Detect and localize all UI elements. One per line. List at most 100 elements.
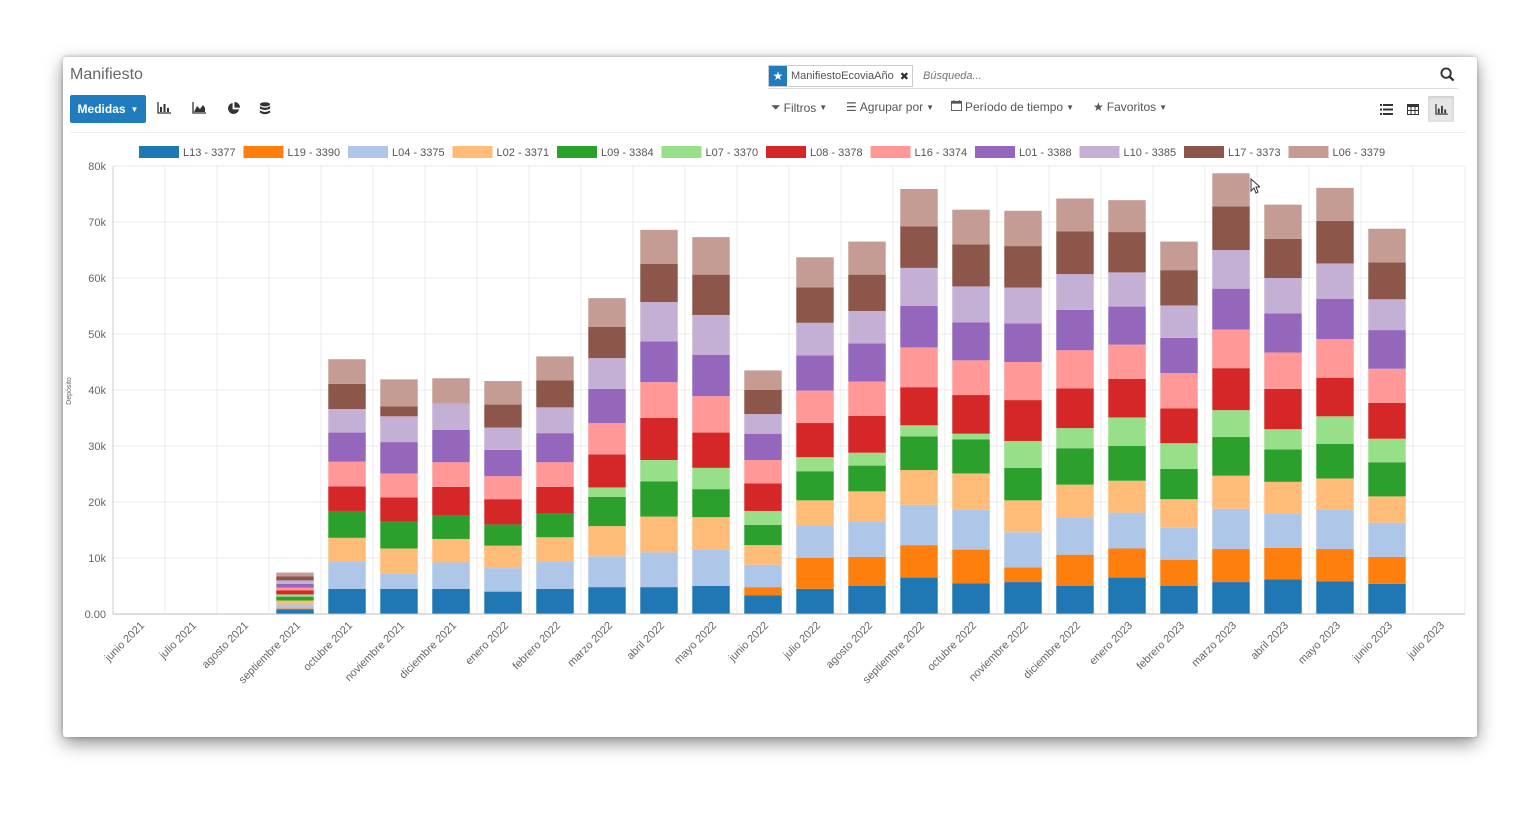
bar-segment[interactable] [1160, 499, 1198, 528]
bar-segment[interactable] [1264, 278, 1302, 314]
bar-segment[interactable] [640, 460, 678, 482]
search-icon[interactable] [1440, 67, 1455, 85]
remove-facet-icon[interactable]: ✖ [899, 70, 909, 83]
bar-segment[interactable] [276, 608, 314, 610]
bar-segment[interactable] [1108, 306, 1146, 345]
bar-segment[interactable] [1368, 228, 1406, 263]
legend-label[interactable]: L08 - 3378 [810, 147, 863, 159]
bar-segment[interactable] [536, 537, 574, 562]
bar-segment[interactable] [952, 583, 990, 614]
bar-segment[interactable] [1264, 449, 1302, 482]
bar-segment[interactable] [1004, 246, 1042, 288]
bar-segment[interactable] [952, 322, 990, 361]
bar-segment[interactable] [692, 354, 730, 397]
bar-segment[interactable] [692, 237, 730, 275]
bar-segment[interactable] [744, 524, 782, 546]
bar-segment[interactable] [1160, 527, 1198, 560]
bar-segment[interactable] [900, 267, 938, 306]
bar-segment[interactable] [484, 476, 522, 500]
bar-segment[interactable] [1368, 368, 1406, 403]
bar-segment[interactable] [640, 418, 678, 460]
bar-segment[interactable] [484, 449, 522, 477]
bar-segment[interactable] [1316, 220, 1354, 264]
bar-segment[interactable] [692, 314, 730, 355]
bar-segment[interactable] [1108, 378, 1146, 418]
bar-segment[interactable] [432, 538, 470, 563]
bar-segment[interactable] [1212, 206, 1250, 250]
bar-segment[interactable] [276, 594, 314, 597]
legend-swatch[interactable] [661, 146, 702, 158]
bar-segment[interactable] [1316, 509, 1354, 550]
bar-segment[interactable] [276, 590, 314, 595]
bar-segment[interactable] [484, 591, 522, 614]
bar-segment[interactable] [1108, 232, 1146, 273]
bar-segment[interactable] [1004, 532, 1042, 568]
graph-view-icon[interactable] [1428, 96, 1454, 122]
bar-segment[interactable] [1004, 287, 1042, 324]
bar-segment[interactable] [692, 467, 730, 490]
bar-segment[interactable] [432, 562, 470, 589]
bar-segment[interactable] [744, 433, 782, 460]
bar-segment[interactable] [796, 558, 834, 589]
bar-segment[interactable] [744, 510, 782, 525]
bar-segment[interactable] [536, 356, 574, 381]
bar-segment[interactable] [484, 404, 522, 428]
bar-segment[interactable] [1316, 377, 1354, 417]
bar-segment[interactable] [900, 504, 938, 546]
bar-segment[interactable] [588, 388, 626, 424]
bar-segment[interactable] [796, 390, 834, 424]
bar-segment[interactable] [952, 433, 990, 440]
legend-swatch[interactable] [870, 146, 911, 158]
favorites-dropdown[interactable]: ★ Favoritos ▼ [1093, 100, 1167, 114]
bar-segment[interactable] [380, 497, 418, 522]
bar-segment[interactable] [1108, 344, 1146, 379]
bar-segment[interactable] [276, 583, 314, 588]
bar-segment[interactable] [1004, 400, 1042, 441]
bar-segment[interactable] [1316, 581, 1354, 614]
bar-segment[interactable] [1160, 408, 1198, 444]
bar-segment[interactable] [640, 382, 678, 418]
bar-segment[interactable] [1368, 262, 1406, 300]
bar-segment[interactable] [328, 409, 366, 433]
bar-segment[interactable] [692, 432, 730, 468]
legend-swatch[interactable] [139, 146, 179, 158]
bar-segment[interactable] [380, 406, 418, 417]
bar-segment[interactable] [1056, 274, 1094, 310]
bar-segment[interactable] [848, 586, 886, 614]
bar-segment[interactable] [1160, 373, 1198, 409]
bar-segment[interactable] [1264, 313, 1302, 353]
bar-segment[interactable] [744, 587, 782, 596]
bar-segment[interactable] [1368, 402, 1406, 439]
bar-segment[interactable] [640, 229, 678, 264]
bar-segment[interactable] [1004, 567, 1042, 583]
bar-segment[interactable] [432, 588, 470, 614]
bar-segment[interactable] [588, 587, 626, 614]
bar-segment[interactable] [640, 264, 678, 303]
bar-segment[interactable] [1316, 298, 1354, 340]
bar-segment[interactable] [744, 414, 782, 434]
bar-segment[interactable] [848, 241, 886, 275]
legend-swatch[interactable] [1184, 146, 1224, 158]
legend-swatch[interactable] [1079, 146, 1120, 158]
bar-segment[interactable] [1160, 305, 1198, 338]
bar-segment[interactable] [328, 561, 366, 589]
bar-segment[interactable] [484, 524, 522, 546]
bar-segment[interactable] [1212, 410, 1250, 438]
bar-segment[interactable] [432, 378, 470, 404]
bar-segment[interactable] [588, 454, 626, 488]
bar-segment[interactable] [1108, 417, 1146, 446]
bar-segment[interactable] [1160, 337, 1198, 374]
bar-segment[interactable] [328, 432, 366, 462]
bar-segment[interactable] [432, 462, 470, 487]
bar-segment[interactable] [1160, 241, 1198, 271]
search-input[interactable] [921, 66, 1415, 86]
bar-segment[interactable] [1212, 437, 1250, 476]
bar-segment[interactable] [276, 580, 314, 584]
bar-segment[interactable] [536, 561, 574, 589]
bar-segment[interactable] [1368, 438, 1406, 463]
bar-segment[interactable] [796, 588, 834, 614]
bar-segment[interactable] [796, 287, 834, 323]
bar-segment[interactable] [1316, 549, 1354, 582]
bar-segment[interactable] [848, 415, 886, 453]
bar-segment[interactable] [1004, 210, 1042, 247]
